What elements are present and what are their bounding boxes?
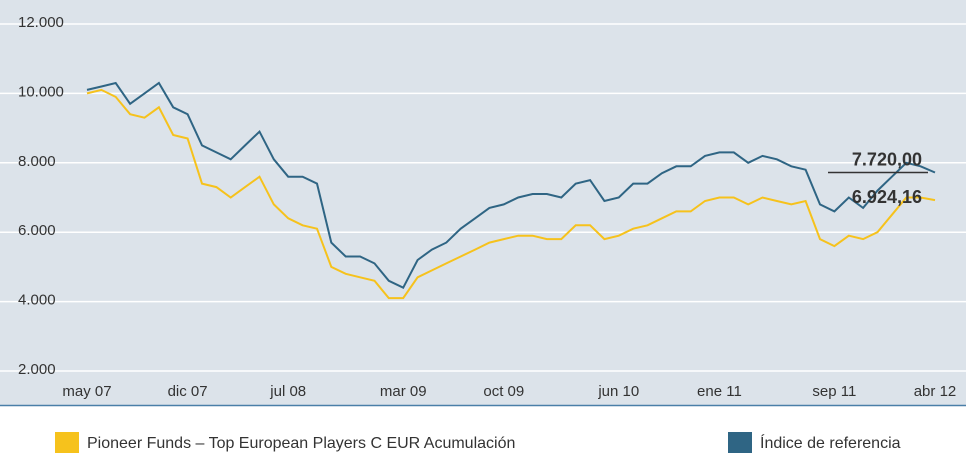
y-tick-label: 12.000 (18, 14, 64, 31)
value-label: 6.924,16 (852, 187, 922, 207)
y-tick-label: 2.000 (18, 361, 56, 378)
y-tick-label: 8.000 (18, 153, 56, 170)
legend-label: Pioneer Funds – Top European Players C E… (87, 435, 515, 452)
series-line (86, 88, 936, 300)
y-tick-label: 4.000 (18, 292, 56, 309)
x-tick-label: jul 08 (269, 383, 306, 400)
plot-background (0, 0, 966, 405)
x-tick-label: oct 09 (483, 383, 524, 400)
x-tick-label: dic 07 (168, 383, 208, 400)
y-tick-label: 10.000 (18, 83, 64, 100)
legend-swatch (55, 432, 79, 453)
legend-label: Índice de referencia (760, 433, 901, 452)
legend-swatch (728, 432, 752, 453)
x-tick-label: sep 11 (812, 383, 856, 400)
x-tick-label: may 07 (62, 383, 111, 400)
y-tick-label: 6.000 (18, 222, 56, 239)
x-tick-label: mar 09 (380, 383, 427, 400)
x-tick-label: abr 12 (914, 383, 957, 400)
x-tick-label: jun 10 (597, 383, 639, 400)
x-tick-label: ene 11 (697, 383, 742, 400)
series-line (86, 81, 936, 290)
value-label: 7.720,00 (852, 149, 922, 169)
